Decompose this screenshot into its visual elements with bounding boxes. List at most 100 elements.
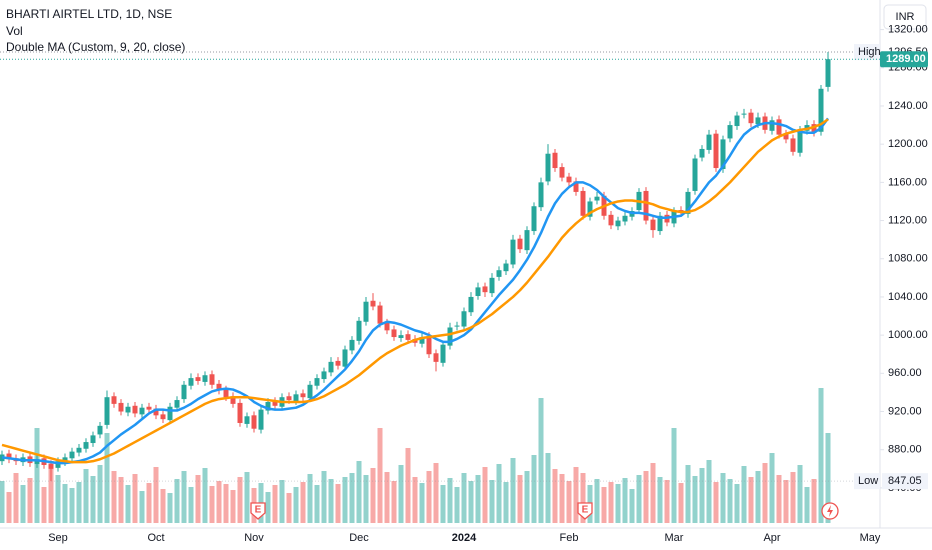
volume-bar xyxy=(62,484,68,523)
candle-body xyxy=(783,133,789,140)
volume-bar xyxy=(20,485,26,523)
volume-bar xyxy=(216,481,222,523)
volume-bar xyxy=(335,484,341,523)
volume-bar xyxy=(559,474,565,523)
candle-body xyxy=(328,361,334,373)
volume-bar xyxy=(76,482,82,523)
event-marker[interactable]: E xyxy=(577,502,593,520)
candle-body xyxy=(594,196,600,201)
volume-bar xyxy=(748,477,754,523)
candle-body xyxy=(188,378,194,386)
volume-bar xyxy=(706,460,712,523)
candle-body xyxy=(363,301,369,322)
volume-bar xyxy=(496,464,502,523)
volume-bar xyxy=(328,479,334,523)
candle-body xyxy=(748,112,754,124)
volume-bar xyxy=(440,485,446,523)
volume-bar xyxy=(384,472,390,523)
volume-bar xyxy=(818,388,824,523)
volume-bar xyxy=(391,481,397,523)
volume-bar xyxy=(195,475,201,523)
candle-body xyxy=(818,88,824,132)
candle-body xyxy=(230,396,236,404)
volume-bar xyxy=(167,493,173,523)
event-label[interactable]: E xyxy=(255,505,262,516)
y-tick-label: 1200.00 xyxy=(888,138,928,150)
low-label-box xyxy=(882,473,928,490)
candle-body xyxy=(377,305,383,324)
candle-body xyxy=(118,402,124,412)
volume-bar xyxy=(419,483,425,523)
candle-body xyxy=(398,335,404,338)
candle-body xyxy=(335,360,341,366)
candle-body xyxy=(62,457,68,463)
candle-body xyxy=(447,327,453,346)
candle-body xyxy=(468,296,474,313)
volume-bar xyxy=(776,475,782,523)
volume-bar xyxy=(244,472,250,523)
volume-bar xyxy=(188,487,194,523)
volume-bar xyxy=(13,473,19,523)
candle-body xyxy=(160,414,166,420)
volume-bar xyxy=(734,484,740,523)
candle-body xyxy=(48,464,54,469)
currency-label[interactable]: INR xyxy=(896,11,915,23)
volume-bar xyxy=(90,476,96,523)
candle-body xyxy=(293,394,299,402)
volume-bar xyxy=(538,398,544,523)
candle-body xyxy=(454,325,460,327)
volume-bar xyxy=(174,479,180,523)
candle-body xyxy=(461,311,467,327)
candle-body xyxy=(69,451,75,459)
volume-bar xyxy=(545,453,551,523)
volume-bar xyxy=(601,487,607,523)
y-tick-label: 1000.00 xyxy=(888,329,928,341)
volume-bar xyxy=(314,485,320,523)
candle-body xyxy=(503,263,509,272)
volume-bar xyxy=(377,428,383,523)
volume-bar xyxy=(139,491,145,523)
candle-body xyxy=(489,277,495,294)
volume-bar xyxy=(34,428,40,523)
volume-bar xyxy=(0,481,5,523)
volume-bar xyxy=(531,455,537,523)
x-tick-label: Oct xyxy=(147,532,164,544)
volume-bar xyxy=(615,484,621,523)
volume-bar xyxy=(664,480,670,523)
y-tick-label: 1120.00 xyxy=(888,214,927,226)
event-marker[interactable]: E xyxy=(250,502,266,520)
news-marker[interactable] xyxy=(821,502,839,520)
volume-bar xyxy=(181,471,187,523)
volume-bar xyxy=(265,492,271,523)
candle-body xyxy=(622,215,628,222)
candle-body xyxy=(699,148,705,158)
candle-body xyxy=(181,384,187,400)
volume-bar xyxy=(146,483,152,523)
event-label[interactable]: E xyxy=(582,505,589,516)
y-tick-label: 1040.00 xyxy=(888,291,928,303)
candle-body xyxy=(216,383,222,391)
indicator-label: Double MA (Custom, 9, 20, close) xyxy=(6,40,185,54)
candle-body xyxy=(419,337,425,344)
candle-body xyxy=(433,353,439,362)
volume-bar xyxy=(573,467,579,523)
candle-body xyxy=(55,461,61,468)
last-price-box xyxy=(880,51,928,68)
volume-bar xyxy=(55,475,61,523)
volume-bar xyxy=(783,480,789,523)
candle-body xyxy=(6,453,12,460)
x-tick-label: Apr xyxy=(763,532,780,544)
volume-bar xyxy=(307,474,313,523)
candle-body xyxy=(559,167,565,178)
last-price-label: 1289.00 xyxy=(886,53,926,65)
candle-body xyxy=(132,405,138,414)
candle-body xyxy=(153,408,159,416)
y-tick-label: 920.00 xyxy=(888,405,922,417)
volume-bar xyxy=(489,480,495,523)
moving-average-line xyxy=(1,117,830,465)
candle-body xyxy=(125,406,131,413)
volume-bar xyxy=(83,469,89,523)
candle-body xyxy=(517,238,523,250)
currency-button[interactable] xyxy=(883,4,927,30)
